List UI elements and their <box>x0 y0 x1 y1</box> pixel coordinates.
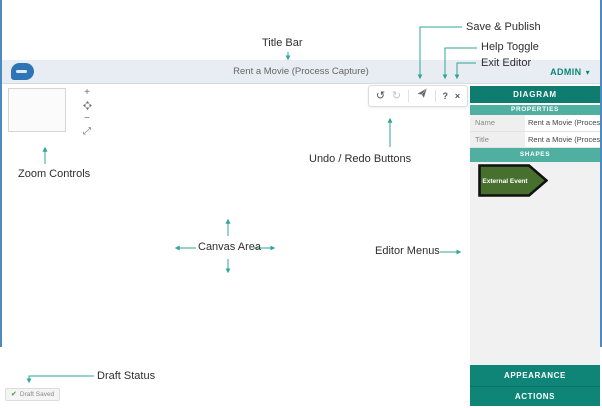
toolbar-divider <box>434 90 436 102</box>
annotation-canvas-area: Canvas Area <box>198 241 261 253</box>
property-label: Title <box>475 134 489 144</box>
user-menu-label: ADMIN <box>550 67 582 77</box>
resize-button[interactable]: ⤢ <box>83 126 91 137</box>
property-row-name: Name Rent a Movie (Process Cap <box>470 115 600 132</box>
title-bar: Rent a Movie (Process Capture) ADMIN ▾ <box>2 60 600 84</box>
document-title: Rent a Movie (Process Capture) <box>233 66 369 77</box>
draft-status-button[interactable]: ✔ Draft Saved <box>5 388 61 401</box>
zoom-controls: + − ⤢ <box>76 86 98 138</box>
section-appearance[interactable]: APPEARANCE <box>470 365 600 386</box>
property-label: Name <box>475 118 496 127</box>
zoom-out-button[interactable]: − <box>84 113 90 124</box>
user-menu[interactable]: ADMIN ▾ <box>550 60 590 84</box>
save-publish-icon[interactable] <box>415 86 428 106</box>
app-logo-icon[interactable] <box>11 63 34 80</box>
editor-sidebar: DIAGRAM PROPERTIES Name Rent a Movie (Pr… <box>470 84 600 406</box>
annotation-zoom-controls: Zoom Controls <box>18 168 91 180</box>
canvas-area[interactable] <box>2 84 470 405</box>
section-actions[interactable]: ACTIONS <box>470 386 600 406</box>
undo-icon[interactable]: ↺ <box>375 90 386 102</box>
sidebar-header-diagram[interactable]: DIAGRAM <box>470 86 600 103</box>
paper-plane-icon <box>415 87 428 99</box>
annotation-help-toggle: Help Toggle <box>481 41 539 53</box>
annotation-save-publish: Save & Publish <box>466 21 541 33</box>
minimap[interactable] <box>8 88 66 132</box>
section-shapes[interactable]: SHAPES <box>470 148 600 162</box>
property-row-title: Title Rent a Movie (Process Cap <box>470 131 600 148</box>
redo-icon[interactable]: ↻ <box>391 90 402 102</box>
help-toggle-icon[interactable]: ? <box>442 91 449 101</box>
shapes-panel: External Event <box>470 162 600 365</box>
external-event-shape[interactable]: External Event <box>478 164 548 197</box>
property-value-title[interactable]: Rent a Movie (Process Cap <box>525 131 600 147</box>
exit-editor-icon[interactable]: × <box>454 91 461 101</box>
fit-to-screen-button[interactable] <box>76 99 98 112</box>
draft-status-label: Draft Saved <box>19 391 55 398</box>
annotation-title-bar: Title Bar <box>262 37 303 49</box>
toolbar-divider <box>407 90 409 102</box>
chevron-down-icon: ▾ <box>585 68 590 77</box>
annotation-exit-editor: Exit Editor <box>481 57 532 69</box>
section-properties[interactable]: PROPERTIES <box>470 105 600 115</box>
property-value-name[interactable]: Rent a Movie (Process Cap <box>525 115 600 131</box>
fit-to-screen-icon <box>82 100 92 110</box>
external-event-label: External Event <box>482 178 528 185</box>
check-icon: ✔ <box>11 391 17 398</box>
annotation-undo-redo: Undo / Redo Buttons <box>309 153 412 165</box>
editor-toolbar: ↺ ↻ ? × <box>368 85 468 107</box>
annotation-draft-status: Draft Status <box>97 370 156 382</box>
annotation-editor-menus: Editor Menus <box>375 245 440 257</box>
zoom-in-button[interactable]: + <box>84 87 90 98</box>
